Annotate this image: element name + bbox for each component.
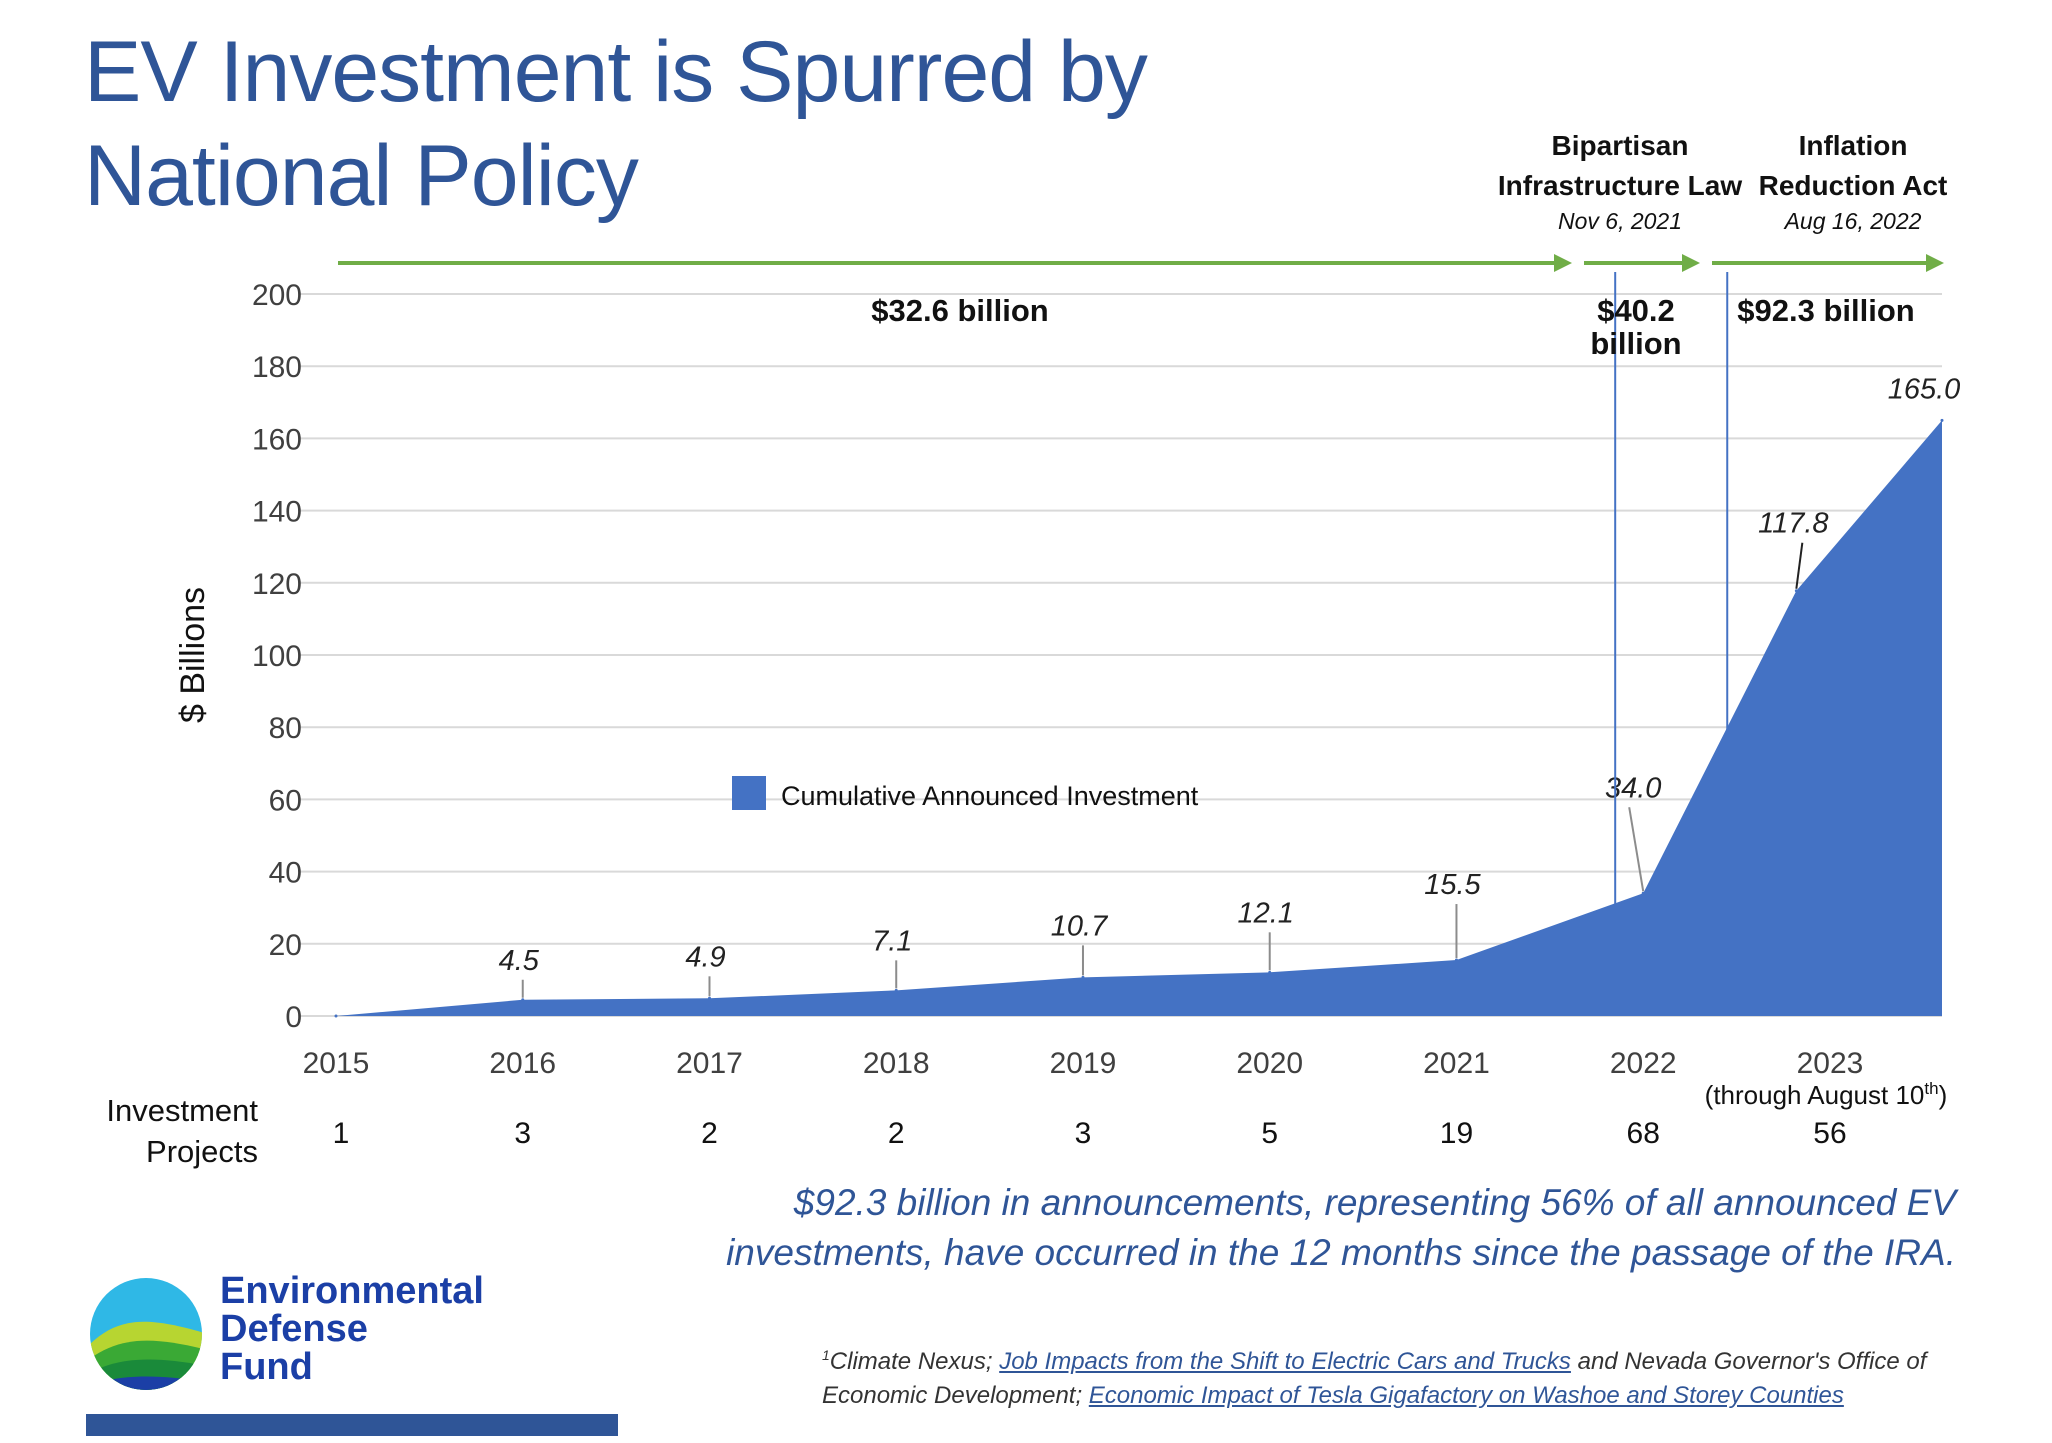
x-tick-label: 2022 <box>1610 1047 1677 1080</box>
period-arrow-head <box>1682 254 1700 272</box>
policy-name: Inflation <box>1799 130 1908 161</box>
data-label: 15.5 <box>1424 869 1481 901</box>
edf-logo: Environmental Defense Fund <box>88 1272 508 1402</box>
x-tick-label: 2019 <box>1050 1047 1117 1080</box>
y-tick-label: 40 <box>269 857 302 890</box>
data-label: 4.9 <box>685 941 725 973</box>
period-arrow-head <box>1926 254 1944 272</box>
logo-line-3: Fund <box>220 1346 313 1388</box>
y-tick-label: 140 <box>252 496 302 529</box>
source-link-tesla-gigafactory[interactable]: Economic Impact of Tesla Gigafactory on … <box>1088 1382 1844 1409</box>
data-label: 4.5 <box>499 945 540 977</box>
y-tick-label: 0 <box>285 1001 302 1034</box>
y-tick-label: 80 <box>269 712 302 745</box>
source-link-job-impacts[interactable]: Job Impacts from the Shift to Electric C… <box>999 1348 1571 1375</box>
period-arrow-head <box>1554 254 1572 272</box>
projects-count: 56 <box>1813 1117 1846 1150</box>
x-tick-label: 2021 <box>1423 1047 1490 1080</box>
data-label: 12.1 <box>1237 897 1293 929</box>
summary-line-1: $92.3 billion in announcements, represen… <box>793 1182 1956 1223</box>
logo-line-1: Environmental <box>220 1270 484 1312</box>
logo-line-2: Defense <box>220 1308 368 1350</box>
projects-row-label-line-2: Projects <box>146 1134 258 1169</box>
data-label: 7.1 <box>872 925 912 957</box>
period-total-label: $32.6 billion <box>871 293 1048 328</box>
projects-count: 19 <box>1440 1117 1473 1150</box>
projects-count: 2 <box>701 1117 718 1150</box>
source-text-1: Climate Nexus; <box>829 1348 1000 1375</box>
area-series-cumulative-investment <box>336 420 1942 1017</box>
policy-name-line-2: Infrastructure Law <box>1498 170 1742 201</box>
title-line-1: EV Investment is Spurred by <box>84 24 1148 120</box>
data-label: 117.8 <box>1758 508 1828 540</box>
data-point <box>1940 418 1944 422</box>
data-point <box>1268 970 1272 974</box>
projects-count: 3 <box>1075 1117 1092 1150</box>
data-label: 10.7 <box>1051 910 1109 942</box>
x-tick-label: 2018 <box>863 1047 930 1080</box>
x-tick-note: (through August 10th) <box>1705 1079 1948 1110</box>
data-label: 34.0 <box>1605 772 1661 804</box>
projects-row-label: Investment <box>106 1093 258 1128</box>
data-point <box>894 988 898 992</box>
logo-wordmark: Environmental Defense Fund <box>220 1272 484 1386</box>
data-point <box>1454 958 1458 962</box>
footer-bar <box>86 1414 618 1436</box>
x-tick-label: 2016 <box>489 1047 556 1080</box>
x-tick-label: 2015 <box>303 1047 370 1080</box>
data-label-leader <box>1795 542 1804 589</box>
y-tick-label: 100 <box>252 640 302 673</box>
summary-statement: $92.3 billion in announcements, represen… <box>556 1178 1956 1278</box>
data-label-leader <box>1628 807 1645 892</box>
data-point <box>707 996 711 1000</box>
legend-label: Cumulative Announced Investment <box>781 781 1199 811</box>
data-label: 165.0 <box>1888 373 1961 405</box>
summary-line-2: investments, have occurred in the 12 mon… <box>726 1232 1956 1273</box>
data-point <box>334 1014 338 1018</box>
data-point <box>1081 975 1085 979</box>
x-tick-label: 2020 <box>1236 1047 1303 1080</box>
projects-count: 5 <box>1261 1117 1278 1150</box>
y-tick-label: 200 <box>252 279 302 312</box>
projects-count: 68 <box>1627 1117 1660 1150</box>
period-total-label: $40.2 <box>1597 293 1675 328</box>
projects-count: 3 <box>514 1117 531 1150</box>
period-total-label: $92.3 billion <box>1737 293 1914 328</box>
projects-count: 2 <box>888 1117 905 1150</box>
data-point <box>1794 589 1798 593</box>
y-tick-label: 180 <box>252 351 302 384</box>
policy-name-line-2: Reduction Act <box>1759 170 1948 201</box>
y-axis-label: $ Billions <box>174 587 212 723</box>
source-text-3: Economic Development; <box>822 1382 1089 1409</box>
policy-date: Nov 6, 2021 <box>1558 208 1682 234</box>
title-line-2: National Policy <box>84 128 639 224</box>
y-tick-label: 160 <box>252 423 302 456</box>
source-text-2: and Nevada Governor's Office of <box>1570 1348 1927 1375</box>
data-point <box>521 998 525 1002</box>
x-tick-label: 2023 <box>1797 1047 1864 1080</box>
data-point <box>1641 891 1645 895</box>
footnote-marker: 1 <box>822 1347 830 1363</box>
x-tick-label: 2017 <box>676 1047 743 1080</box>
y-tick-label: 20 <box>269 929 302 962</box>
policy-date: Aug 16, 2022 <box>1783 208 1922 234</box>
policy-name: Bipartisan <box>1552 130 1689 161</box>
y-tick-label: 120 <box>252 568 302 601</box>
period-total-label-line-2: billion <box>1590 326 1681 361</box>
y-tick-label: 60 <box>269 784 302 817</box>
page-title: EV Investment is Spurred by National Pol… <box>84 20 1384 228</box>
source-footnote: 1Climate Nexus; Job Impacts from the Shi… <box>822 1338 1972 1413</box>
edf-logo-mark-icon <box>90 1278 202 1390</box>
legend-swatch <box>732 776 766 810</box>
projects-count: 1 <box>333 1117 350 1150</box>
